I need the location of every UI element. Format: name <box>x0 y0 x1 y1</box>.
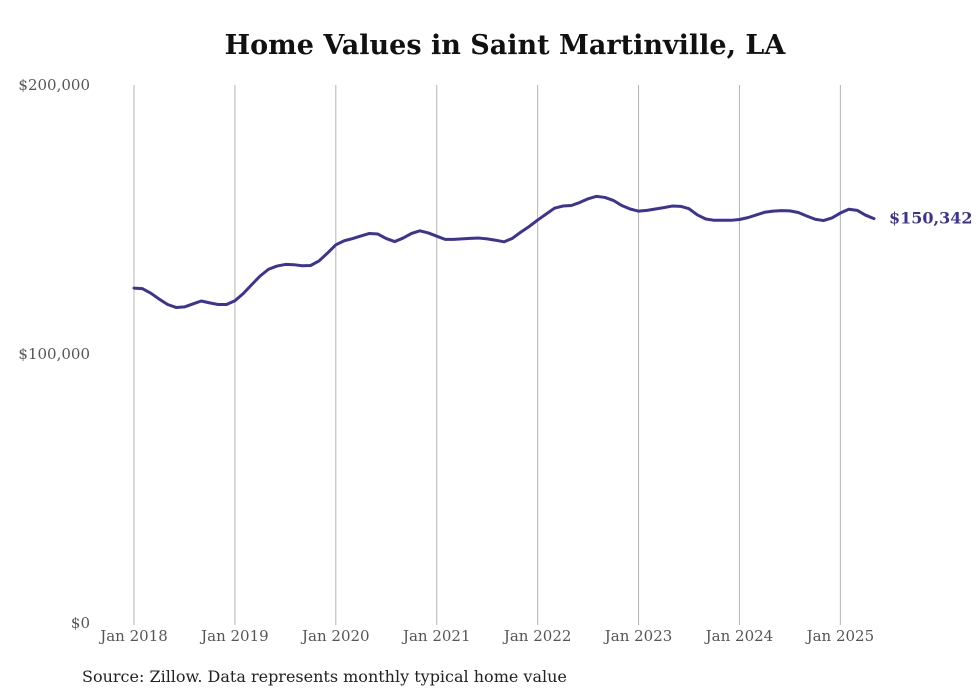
y-axis-ticks: $0 $100,000 $200,000 <box>18 76 90 632</box>
grid-lines <box>133 85 841 625</box>
series-layer <box>132 194 876 309</box>
x-tick-label: Jan 2025 <box>805 627 875 645</box>
x-tick-label: Jan 2023 <box>603 627 673 645</box>
x-tick-label: Jan 2020 <box>300 627 370 645</box>
x-tick-label: Jan 2021 <box>401 627 471 645</box>
x-tick-label: Jan 2019 <box>199 627 269 645</box>
series-line <box>132 194 876 309</box>
chart-title: Home Values in Saint Martinville, LA <box>224 30 786 61</box>
x-tick-label: Jan 2022 <box>502 627 572 645</box>
source-note: Source: Zillow. Data represents monthly … <box>82 667 567 686</box>
label-layer: $150,342 <box>889 209 973 228</box>
y-tick-label: $0 <box>71 614 90 632</box>
x-tick-label: Jan 2018 <box>98 627 168 645</box>
x-tick-label: Jan 2024 <box>704 627 774 645</box>
end-value-label: $150,342 <box>889 209 973 228</box>
y-tick-label: $200,000 <box>18 76 90 94</box>
x-axis-ticks: Jan 2018 Jan 2019 Jan 2020 Jan 2021 Jan 2022… <box>98 627 874 645</box>
y-tick-label: $100,000 <box>18 345 90 363</box>
